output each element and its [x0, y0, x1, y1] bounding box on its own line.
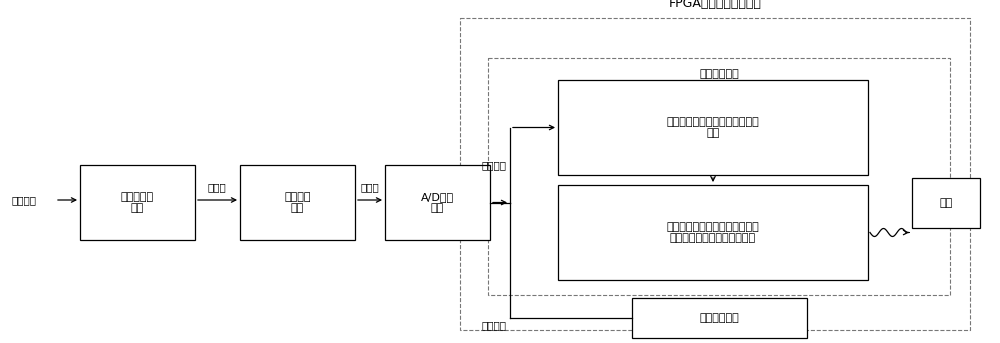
Text: 压力信号: 压力信号 — [12, 195, 37, 205]
Bar — [80, 165, 195, 240]
Bar — [558, 185, 868, 280]
Bar — [460, 18, 970, 330]
Text: 电信号: 电信号 — [361, 182, 379, 192]
Text: 基于双耦合时变时滞模糊双曲混
沌模型的微弱泄漏检测子模块: 基于双耦合时变时滞模糊双曲混 沌模型的微弱泄漏检测子模块 — [667, 222, 759, 243]
Text: 数字信号: 数字信号 — [481, 160, 506, 170]
Bar — [558, 80, 868, 175]
Bar — [385, 165, 490, 240]
Bar — [912, 178, 980, 228]
Bar — [240, 165, 355, 240]
Text: 泄漏检测模块: 泄漏检测模块 — [699, 69, 739, 79]
Text: 报警: 报警 — [939, 198, 953, 208]
Text: 信号调理
模块: 信号调理 模块 — [284, 192, 311, 213]
Text: FPGA中央处理单元模块: FPGA中央处理单元模块 — [669, 0, 761, 10]
Text: 基于神经网络的异常信号检测子
模块: 基于神经网络的异常信号检测子 模块 — [667, 117, 759, 138]
Text: 电信号: 电信号 — [208, 182, 226, 192]
Bar — [632, 298, 807, 338]
Bar — [488, 58, 950, 295]
Text: 控制信号: 控制信号 — [481, 320, 506, 330]
Text: 时序控制模块: 时序控制模块 — [700, 313, 739, 323]
Text: A/D转换
模块: A/D转换 模块 — [421, 192, 454, 213]
Text: 压力传感器
模块: 压力传感器 模块 — [121, 192, 154, 213]
